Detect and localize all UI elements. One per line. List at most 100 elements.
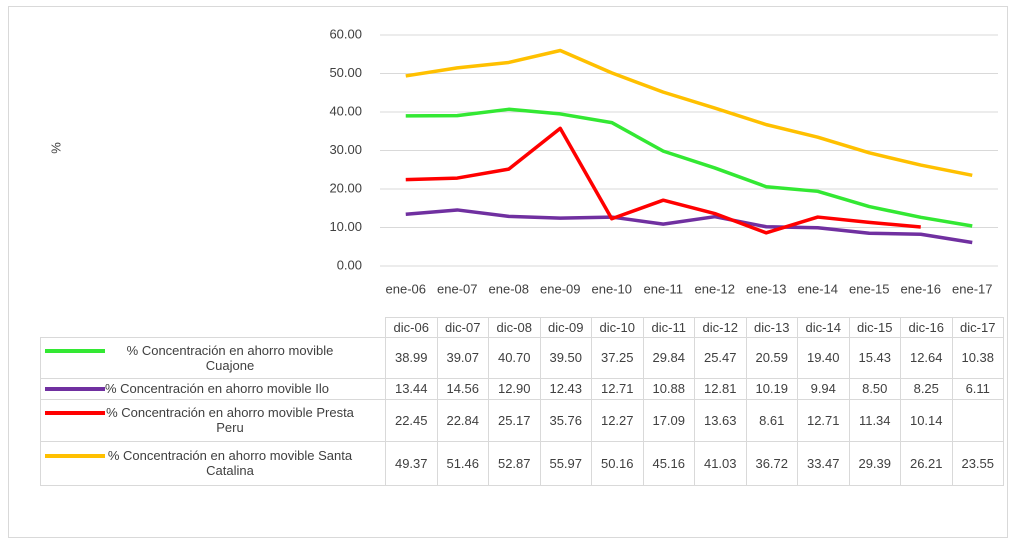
table-cell: 17.09 [642, 398, 695, 442]
table-cell: 39.07 [436, 336, 489, 379]
value-label: 25.47 [703, 350, 737, 365]
table-cell: 12.90 [488, 377, 541, 400]
value-label: 19.40 [806, 350, 840, 365]
value-label: 8.61 [759, 412, 785, 428]
value-label: 22.45 [394, 412, 428, 428]
table-corner [40, 317, 386, 338]
table-header-cell: dic-06 [385, 317, 438, 338]
value-label: 23.55 [961, 455, 995, 471]
value-label: 12.43 [549, 381, 583, 396]
table-cell: 13.63 [694, 398, 747, 442]
legend-key [45, 387, 105, 391]
table-row: % Concentración en ahorro movible Cuajon… [40, 336, 1004, 379]
table-cell: 49.37 [385, 440, 438, 486]
table-cell: 10.88 [642, 377, 695, 400]
table-cell: 10.38 [951, 336, 1004, 379]
table-row: % Concentración en ahorro movible Ilo 13.… [40, 377, 1004, 400]
value-label: 12.90 [497, 381, 531, 396]
table-row: % Concentración en ahorro movible Presta… [40, 398, 1004, 442]
y-tick-label: 50.00 [329, 65, 362, 80]
value-label: 35.76 [549, 412, 583, 428]
value-label: 13.44 [394, 381, 428, 396]
y-tick-label: 0.00 [337, 257, 362, 272]
value-label: 39.07 [446, 350, 480, 365]
table-header-cell: dic-11 [642, 317, 695, 338]
y-tick-label: 30.00 [329, 142, 362, 157]
table-cell: 39.50 [539, 336, 592, 379]
value-label: 14.56 [446, 381, 480, 396]
chart-frame [8, 6, 1008, 538]
value-label: 49.37 [394, 455, 428, 471]
table-cell: 8.25 [900, 377, 953, 400]
table-cell: 52.87 [488, 440, 541, 486]
y-tick-label: 20.00 [329, 180, 362, 195]
table-cell: 22.84 [436, 398, 489, 442]
value-label: 29.39 [858, 455, 892, 471]
x-tick-label: ene-17 [952, 281, 992, 296]
table-cell [951, 398, 1004, 442]
value-label: 26.21 [909, 455, 943, 471]
legend-cell: % Concentración en ahorro movible Presta… [40, 398, 386, 442]
table-cell: 29.84 [642, 336, 695, 379]
value-label: 20.59 [755, 350, 789, 365]
value-label: 25.17 [497, 412, 531, 428]
table-cell: 12.81 [694, 377, 747, 400]
value-label: 10.19 [755, 381, 789, 396]
table-cell: 19.40 [797, 336, 850, 379]
table-cell: 8.50 [848, 377, 901, 400]
x-tick-label: ene-13 [746, 281, 786, 296]
y-tick-label: 40.00 [329, 103, 362, 118]
table-header-cell: dic-10 [591, 317, 644, 338]
table-row: % Concentración en ahorro movible Santa … [40, 440, 1004, 486]
value-label: 51.46 [446, 455, 480, 471]
table-cell: 25.17 [488, 398, 541, 442]
value-label: 37.25 [600, 350, 634, 365]
table-cell: 26.21 [900, 440, 953, 486]
table-header-cell: dic-16 [900, 317, 953, 338]
table-cell: 12.64 [900, 336, 953, 379]
value-label: 13.63 [703, 412, 737, 428]
value-label: 12.27 [600, 412, 634, 428]
y-tick-label: 10.00 [329, 219, 362, 234]
table-cell: 50.16 [591, 440, 644, 486]
table-cell: 12.71 [591, 377, 644, 400]
table-header-cell: dic-15 [848, 317, 901, 338]
value-label: 10.88 [652, 381, 686, 396]
table-cell: 13.44 [385, 377, 438, 400]
table-cell: 8.61 [745, 398, 798, 442]
legend-label: % Concentración en ahorro movible Ilo [105, 381, 330, 396]
table-cell: 12.43 [539, 377, 592, 400]
x-tick-label: ene-07 [437, 281, 477, 296]
table-header-cell: dic-13 [745, 317, 798, 338]
table-cell: 40.70 [488, 336, 541, 379]
value-label: 10.38 [961, 350, 995, 365]
table-cell: 41.03 [694, 440, 747, 486]
table-header-row: dic-06 dic-07 dic-08 dic-09 dic-10 dic-11 dic-… [40, 317, 1004, 338]
y-axis-label: % [48, 142, 63, 154]
table-header-cell: dic-17 [951, 317, 1004, 338]
table-cell: 29.39 [848, 440, 901, 486]
series-line [405, 126, 921, 235]
value-label: 41.03 [703, 455, 737, 471]
table-cell: 20.59 [745, 336, 798, 379]
table-cell: 23.55 [951, 440, 1004, 486]
y-tick-label: 60.00 [329, 26, 362, 41]
x-tick-label: ene-11 [643, 281, 683, 296]
table-cell: 12.27 [591, 398, 644, 442]
value-label: 17.09 [652, 412, 686, 428]
value-label: 9.94 [810, 381, 836, 396]
x-tick-label: ene-16 [901, 281, 941, 296]
value-label: 15.43 [858, 350, 892, 365]
x-tick-label: ene-08 [489, 281, 529, 296]
x-tick-label: ene-14 [798, 281, 838, 296]
value-label: 39.50 [549, 350, 583, 365]
value-label: 40.70 [497, 350, 531, 365]
value-label: 33.47 [806, 455, 840, 471]
x-tick-label: ene-09 [540, 281, 580, 296]
table-cell: 6.11 [951, 377, 1004, 400]
legend-key [45, 454, 105, 458]
legend-label: % Concentración en ahorro movible Cuajon… [126, 342, 334, 373]
legend-cell: % Concentración en ahorro movible Santa … [40, 440, 386, 486]
